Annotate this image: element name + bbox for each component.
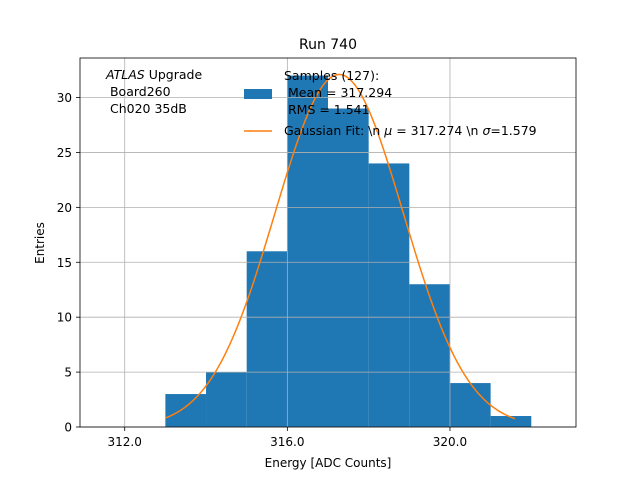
chart-title: Run 740: [299, 37, 357, 53]
legend-fit-sigma-value: =1.579: [490, 123, 536, 138]
plot-frame: [79, 57, 577, 428]
gaussian-fit-curve: [165, 73, 516, 420]
histogram-bar: [206, 372, 247, 427]
histogram-bars: [165, 75, 532, 428]
legend-histogram-swatch: [244, 89, 272, 99]
y-tick-label: 20: [57, 201, 72, 215]
legend-fit-mu-value: = 317.274 \n: [392, 123, 482, 138]
annotation-line-2: Board260: [106, 84, 171, 99]
legend-samples-line-2: Mean = 317.294: [284, 85, 392, 100]
x-tick-label: 316.0: [270, 435, 304, 449]
histogram-bar: [490, 416, 532, 427]
y-tick-label: 0: [64, 421, 72, 435]
annotation-atlas-text: ATLAS: [105, 67, 145, 82]
annotation-line-1: ATLAS Upgrade: [105, 67, 202, 82]
atlas-annotation: ATLAS Upgrade Board260 Ch020 35dB: [105, 67, 202, 116]
y-axis-label: Entries: [33, 222, 47, 264]
y-tick-label: 25: [57, 146, 72, 160]
histogram-bar: [246, 251, 288, 427]
legend-fit-sigma-symbol: σ: [482, 123, 491, 138]
histogram-bar: [328, 108, 369, 428]
histogram-bar: [165, 394, 207, 427]
y-axis-ticks: 0 5 10 15 20 25 30: [57, 91, 80, 435]
histogram-bar: [287, 75, 328, 428]
legend-fit-mu-symbol: μ: [383, 123, 392, 138]
y-tick-label: 5: [64, 366, 72, 380]
x-tick-label: 320.0: [433, 435, 467, 449]
y-tick-label: 15: [57, 256, 72, 270]
histogram-bar: [368, 163, 410, 427]
annotation-line-3: Ch020 35dB: [106, 101, 187, 116]
y-tick-label: 30: [57, 91, 72, 105]
legend-samples-line-1: Samples (127):: [284, 68, 379, 83]
legend: Samples (127): Mean = 317.294 RMS = 1.54…: [244, 68, 537, 138]
x-axis-ticks: 312.0 316.0 320.0: [108, 427, 467, 449]
y-tick-label: 10: [57, 311, 72, 325]
histogram-bar: [449, 383, 491, 427]
x-axis-label: Energy [ADC Counts]: [265, 456, 392, 470]
legend-fit-label: Gaussian Fit: \n μ = 317.274 \n σ=1.579: [284, 123, 537, 138]
annotation-upgrade-text: Upgrade: [145, 67, 203, 82]
x-tick-label: 312.0: [108, 435, 142, 449]
histogram-bar: [409, 284, 450, 427]
legend-fit-prefix: Gaussian Fit: \n: [284, 123, 384, 138]
legend-samples-line-3: RMS = 1.541: [284, 102, 370, 117]
